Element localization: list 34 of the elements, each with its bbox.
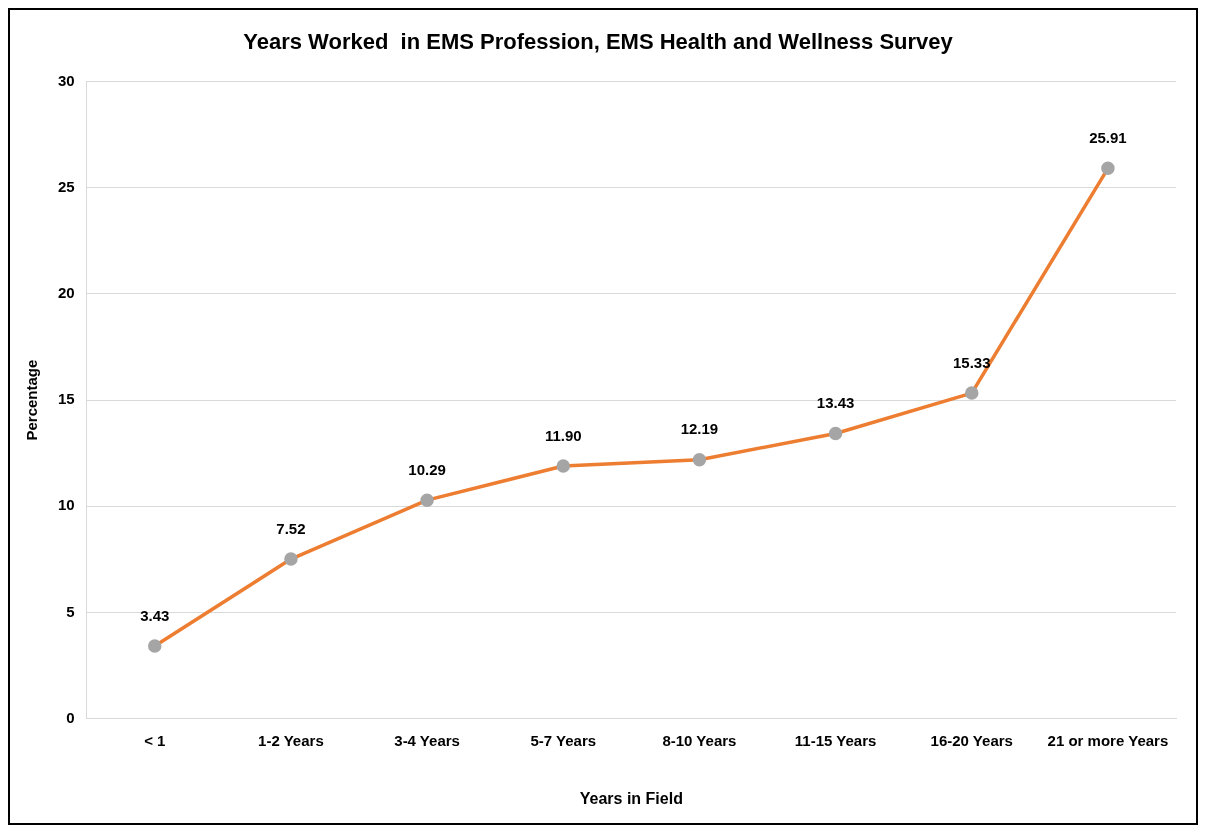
text: 3.43 [140,606,170,624]
point [556,459,571,473]
x-tick-label: 3-4 Years [394,731,460,749]
y-tick-label: 25 [58,177,75,195]
point [965,386,979,400]
x-tick-label: 5-7 Years [530,731,597,749]
y-tick-label: 10 [58,496,75,514]
text: 7.52 [276,519,306,537]
x-tick-label: < 1 [144,731,166,749]
point [828,426,843,441]
x-tick-label: 1-2 Years [258,731,324,749]
x-axis-title: Years in Field [579,789,683,807]
x-tick-label: 21 or more Years [1047,731,1169,749]
y-tick-label: 5 [66,602,75,620]
y-tick-label: 30 [58,71,75,89]
text: 11.90 [544,426,582,444]
point [692,453,707,467]
text: 15.33 [952,353,991,371]
x-tick-label: 8-10 Years [662,731,737,749]
y-tick-label: 20 [58,284,75,302]
point [1101,161,1115,176]
chart-title: Years Worked in EMS Profession, EMS Health and Wellness Survey [243,29,954,55]
text: 12.19 [680,420,719,438]
y-axis-title: Percentage [23,359,41,441]
y-tick-label: 0 [66,708,75,726]
text: 13.43 [816,394,855,412]
point [148,639,162,653]
text: 10.29 [408,460,446,478]
x-tick-label: 11-15 Years [794,731,877,749]
y-tick-label: 15 [58,390,75,408]
point [420,493,434,507]
text: 25.91 [1089,128,1127,146]
point [284,552,298,566]
x-tick-label: 16-20 Years [930,731,1013,749]
